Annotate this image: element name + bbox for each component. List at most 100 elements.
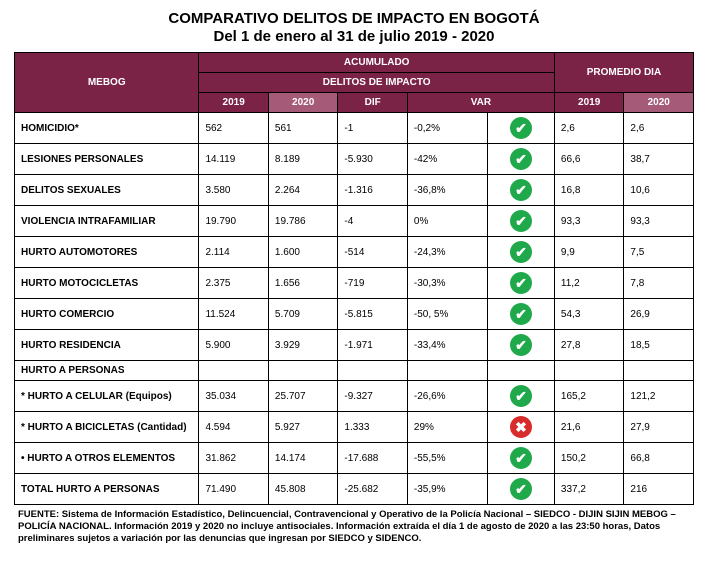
cell-avg-2020: 18,5	[624, 330, 694, 361]
table-row: • HURTO A OTROS ELEMENTOS31.86214.174-17…	[15, 443, 694, 474]
row-label: HURTO RESIDENCIA	[15, 330, 199, 361]
check-icon: ✔	[510, 117, 532, 139]
cell-status: ✔	[488, 237, 555, 268]
cell-avg-2020: 121,2	[624, 381, 694, 412]
cell-2019: 562	[199, 113, 268, 144]
cell-avg-2020: 66,8	[624, 443, 694, 474]
cell-var: -26,6%	[407, 381, 487, 412]
cell-2019: 71.490	[199, 474, 268, 505]
cell-avg-2019: 150,2	[554, 443, 623, 474]
cell-dif: -4	[338, 206, 407, 237]
cell-avg-2019: 21,6	[554, 412, 623, 443]
cell-var: 0%	[407, 206, 487, 237]
cell-2019: 5.900	[199, 330, 268, 361]
cell-2020: 45.808	[268, 474, 337, 505]
row-label: • HURTO A OTROS ELEMENTOS	[15, 443, 199, 474]
cell-avg-2020: 26,9	[624, 299, 694, 330]
cell-2020: 1.600	[268, 237, 337, 268]
row-label: TOTAL HURTO A PERSONAS	[15, 474, 199, 505]
header-mebog: MEBOG	[15, 53, 199, 113]
cell-2020: 3.929	[268, 330, 337, 361]
cell-avg-2019: 16,8	[554, 175, 623, 206]
header-delitos: DELITOS DE IMPACTO	[199, 73, 554, 93]
cell-dif: -9.327	[338, 381, 407, 412]
cell-2020: 5.709	[268, 299, 337, 330]
cell-2020: 561	[268, 113, 337, 144]
cell-avg-2020: 27,9	[624, 412, 694, 443]
table-row: HURTO COMERCIO11.5245.709-5.815-50, 5%✔5…	[15, 299, 694, 330]
table-row: * HURTO A CELULAR (Equipos)35.03425.707-…	[15, 381, 694, 412]
section-row: HURTO A PERSONAS	[15, 361, 694, 381]
cell-avg-2020: 7,5	[624, 237, 694, 268]
header-var: VAR	[407, 93, 554, 113]
cell-avg-2020: 38,7	[624, 144, 694, 175]
cell-dif: -1.971	[338, 330, 407, 361]
table-row: TOTAL HURTO A PERSONAS71.49045.808-25.68…	[15, 474, 694, 505]
row-label: VIOLENCIA INTRAFAMILIAR	[15, 206, 199, 237]
table-row: LESIONES PERSONALES14.1198.189-5.930-42%…	[15, 144, 694, 175]
cell-avg-2020: 93,3	[624, 206, 694, 237]
row-label: * HURTO A BICICLETAS (Cantidad)	[15, 412, 199, 443]
cell-dif: -1.316	[338, 175, 407, 206]
cross-icon: ✖	[510, 416, 532, 438]
cell-avg-2020: 216	[624, 474, 694, 505]
header-avg-2020: 2020	[624, 93, 694, 113]
table-row: VIOLENCIA INTRAFAMILIAR19.79019.786-40%✔…	[15, 206, 694, 237]
check-icon: ✔	[510, 210, 532, 232]
cell-2020: 14.174	[268, 443, 337, 474]
check-icon: ✔	[510, 478, 532, 500]
cell-avg-2019: 11,2	[554, 268, 623, 299]
cell-2019: 4.594	[199, 412, 268, 443]
cell-avg-2019: 165,2	[554, 381, 623, 412]
cell-2020: 1.656	[268, 268, 337, 299]
row-label: HURTO MOTOCICLETAS	[15, 268, 199, 299]
cell-dif: -1	[338, 113, 407, 144]
cell-avg-2019: 54,3	[554, 299, 623, 330]
row-label: HURTO AUTOMOTORES	[15, 237, 199, 268]
check-icon: ✔	[510, 334, 532, 356]
page-title: COMPARATIVO DELITOS DE IMPACTO EN BOGOTÁ…	[14, 10, 694, 46]
cell-var: -55,5%	[407, 443, 487, 474]
cell-var: -24,3%	[407, 237, 487, 268]
cell-avg-2019: 66,6	[554, 144, 623, 175]
cell-avg-2020: 10,6	[624, 175, 694, 206]
title-line2: Del 1 de enero al 31 de julio 2019 - 202…	[14, 28, 694, 46]
header-promedio: PROMEDIO DIA	[554, 53, 693, 93]
row-label: * HURTO A CELULAR (Equipos)	[15, 381, 199, 412]
cell-2019: 14.119	[199, 144, 268, 175]
cell-avg-2019: 2,6	[554, 113, 623, 144]
cell-2019: 3.580	[199, 175, 268, 206]
title-line1: COMPARATIVO DELITOS DE IMPACTO EN BOGOTÁ	[14, 10, 694, 28]
cell-2019: 2.375	[199, 268, 268, 299]
cell-status: ✔	[488, 443, 555, 474]
cell-avg-2020: 7,8	[624, 268, 694, 299]
cell-status: ✔	[488, 206, 555, 237]
cell-dif: -5.815	[338, 299, 407, 330]
table-row: HOMICIDIO*562561-1-0,2% ✔ 2,62,6	[15, 113, 694, 144]
table-row: HURTO AUTOMOTORES2.1141.600-514-24,3%✔9,…	[15, 237, 694, 268]
table-row: HURTO RESIDENCIA5.9003.929-1.971-33,4%✔2…	[15, 330, 694, 361]
cell-2020: 5.927	[268, 412, 337, 443]
row-label: HURTO COMERCIO	[15, 299, 199, 330]
cell-var: -0,2%	[407, 113, 487, 144]
cell-2019: 19.790	[199, 206, 268, 237]
crime-table: MEBOG ACUMULADO PROMEDIO DIA DELITOS DE …	[14, 52, 694, 505]
cell-2019: 31.862	[199, 443, 268, 474]
cell-dif: 1.333	[338, 412, 407, 443]
table-row: * HURTO A BICICLETAS (Cantidad)4.5945.92…	[15, 412, 694, 443]
row-label: LESIONES PERSONALES	[15, 144, 199, 175]
cell-2019: 2.114	[199, 237, 268, 268]
header-dif: DIF	[338, 93, 407, 113]
row-label: HOMICIDIO*	[15, 113, 199, 144]
cell-var: -42%	[407, 144, 487, 175]
cell-var: -30,3%	[407, 268, 487, 299]
check-icon: ✔	[510, 303, 532, 325]
cell-status: ✔	[488, 299, 555, 330]
cell-avg-2020: 2,6	[624, 113, 694, 144]
header-2020: 2020	[268, 93, 337, 113]
check-icon: ✔	[510, 179, 532, 201]
cell-status: ✔	[488, 144, 555, 175]
footnote: FUENTE: Sistema de Información Estadísti…	[14, 509, 694, 545]
cell-avg-2019: 27,8	[554, 330, 623, 361]
cell-2020: 2.264	[268, 175, 337, 206]
